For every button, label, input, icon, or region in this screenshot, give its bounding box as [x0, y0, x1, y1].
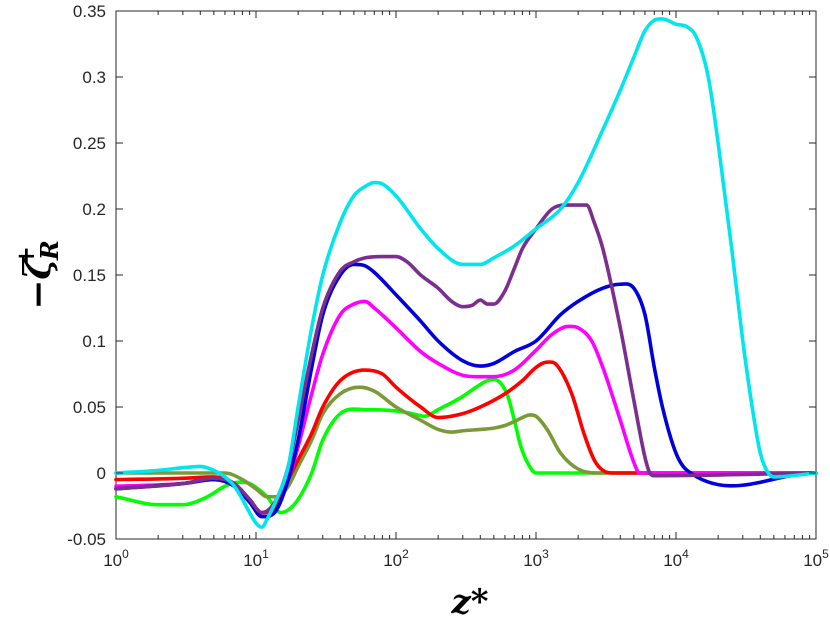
y-axis-title-superscript: +: [11, 246, 40, 266]
y-tick-label: 0.3: [82, 68, 106, 87]
y-axis-title-subscript: R: [35, 240, 64, 261]
x-axis-title-text: z*: [450, 582, 488, 622]
y-tick-label: 0.25: [73, 134, 106, 153]
svg-text:−ζ+R: −ζ+R: [11, 240, 64, 310]
series-line-2: [114, 385, 818, 499]
y-tick-label: 0.1: [82, 332, 106, 351]
y-tick-label: 0.2: [82, 200, 106, 219]
x-tick-label: 100: [103, 547, 129, 570]
y-axis-title-text: −ζ: [17, 257, 59, 310]
series-line-7: [114, 17, 818, 529]
x-tick-label: 104: [663, 547, 689, 570]
plot-area: [115, 10, 817, 540]
y-tick-label: 0.05: [73, 398, 106, 417]
ticks-layer: -0.05 0 0.05 0.1 0.15 0.2 0.25 0.3 0.35 100 101 102…: [67, 2, 829, 570]
y-tick-label: -0.05: [67, 530, 106, 549]
x-tick-label: 101: [243, 547, 269, 570]
y-tick-label: 0.35: [73, 2, 106, 21]
x-axis-title: z*: [450, 582, 488, 622]
y-axis-title: −ζ+R: [11, 240, 64, 310]
x-tick-label: 105: [803, 547, 829, 570]
y-tick-label: 0.15: [73, 266, 106, 285]
series-layer: [114, 17, 818, 529]
x-tick-label: 103: [523, 547, 549, 570]
y-tick-label: 0: [97, 464, 106, 483]
x-tick-label: 102: [383, 547, 409, 570]
